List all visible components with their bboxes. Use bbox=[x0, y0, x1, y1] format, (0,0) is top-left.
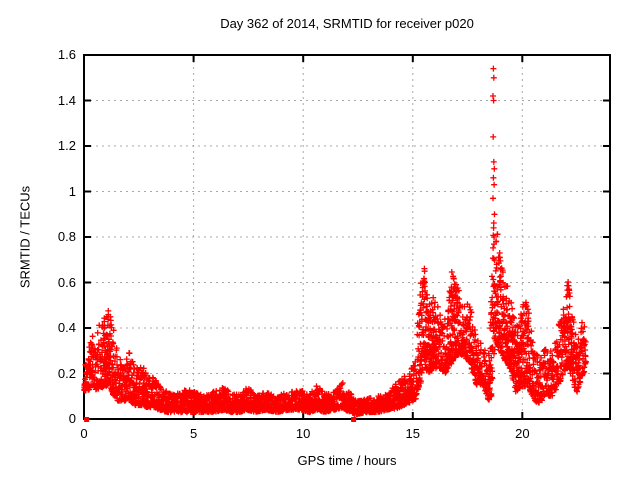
x-axis-label: GPS time / hours bbox=[297, 453, 397, 468]
plot-border bbox=[83, 54, 611, 420]
data-points bbox=[81, 65, 589, 418]
grid-lines bbox=[84, 55, 610, 419]
y-tick-label: 0.2 bbox=[57, 365, 76, 381]
x-tick-label: 5 bbox=[189, 426, 198, 441]
zero-value-square-marker bbox=[351, 417, 357, 422]
x-tick-label: 15 bbox=[405, 426, 420, 441]
y-tick-label: 0.8 bbox=[57, 229, 76, 244]
y-tick-label: 1.2 bbox=[57, 138, 76, 153]
x-tick-label: 20 bbox=[515, 426, 530, 441]
y-tick-label: 1.4 bbox=[57, 92, 76, 108]
chart-title: Day 362 of 2014, SRMTID for receiver p02… bbox=[220, 16, 474, 31]
y-tick-label: 0.4 bbox=[57, 320, 76, 335]
y-tick-label: 1.6 bbox=[57, 47, 76, 62]
y-tick-label: 0.6 bbox=[57, 274, 76, 290]
x-tick-label: 10 bbox=[295, 426, 311, 441]
x-tick-label: 0 bbox=[80, 426, 88, 441]
zero-value-square-marker bbox=[84, 417, 90, 422]
y-tick-label: 1 bbox=[68, 183, 76, 199]
y-tick-label: 0 bbox=[68, 411, 76, 426]
